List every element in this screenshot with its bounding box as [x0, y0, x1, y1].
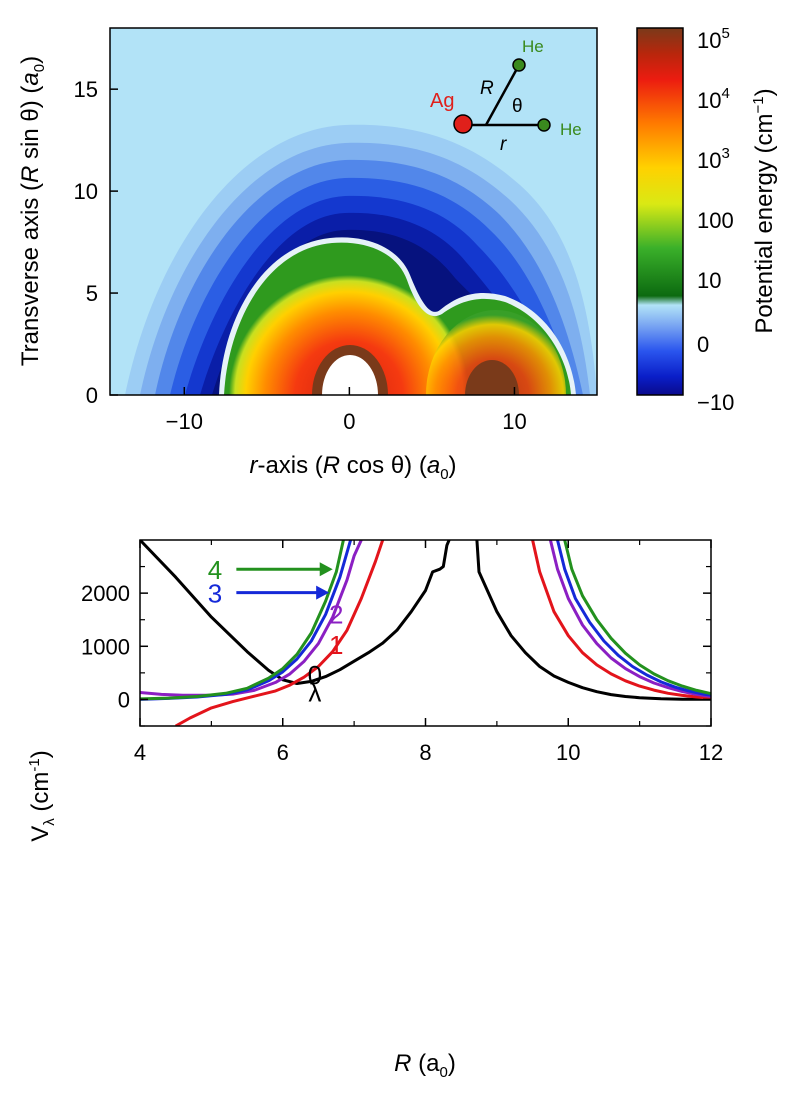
contour-y-tick-label: 5 [86, 281, 98, 306]
contour-map [110, 28, 597, 395]
vlambda-series-4-right-branch [563, 540, 711, 696]
he-label-1: He [522, 37, 544, 56]
lambda-symbol: λ [308, 677, 321, 707]
vlambda-y-tick-label: 0 [118, 687, 130, 712]
contour-y-tick-label: 0 [86, 383, 98, 408]
geometry-inset: Ag He He R r θ [430, 37, 582, 155]
colorbar-title: Potential energy (cm−1) [750, 88, 778, 333]
colorbar-label: 100 [697, 208, 734, 233]
contour-y-tick-label: 10 [74, 179, 98, 204]
vlambda-y-tick-label: 2000 [81, 581, 130, 606]
vlambda-frame [139, 539, 712, 727]
series-arrow-head-3 [316, 585, 330, 600]
vlambda-series-1-right-branch [531, 540, 711, 700]
vlambda-x-tick-label: 10 [556, 740, 580, 765]
repulsive-lobe [426, 310, 566, 395]
bond-R [484, 64, 521, 126]
vlambda-y-axis-title: Vλ (cm-1) [26, 750, 58, 842]
series-arrow-head-4 [319, 562, 333, 577]
ag-atom [453, 114, 473, 134]
vlambda-series-0-left-branch [140, 540, 451, 685]
vlambda-curves [140, 540, 711, 726]
ag-label: Ag [430, 90, 454, 112]
colorbar-label: 105 [697, 25, 730, 53]
he-atom-2 [537, 118, 551, 132]
colorbar-gradient [636, 27, 684, 396]
contour-frame [109, 27, 598, 396]
vlambda-x-tick-label: 12 [699, 740, 723, 765]
series-annotation-0: 0 [308, 660, 322, 690]
colorbar-label: 0 [697, 332, 709, 357]
colorbar-label: −10 [697, 390, 734, 415]
series-annotation-2: 2 [329, 599, 343, 629]
contour-x-tick-label: 0 [343, 409, 355, 434]
series-annotation-3: 3 [208, 579, 222, 609]
vlambda-series-1-left-branch [174, 540, 385, 726]
contour-x-axis-title: r-axis (R cos θ) (a0) [249, 452, 456, 483]
colorbar-label: 10 [697, 268, 721, 293]
vlambda-series-3-right-branch [556, 540, 711, 697]
colorbar-label: 103 [697, 145, 730, 173]
vlambda-x-tick-label: 4 [134, 740, 146, 765]
vlambda-series-2-right-branch [548, 540, 711, 698]
series-annotation-1: 1 [329, 630, 343, 660]
R-label: R [480, 78, 494, 99]
colorbar-label: 104 [697, 85, 730, 113]
vlambda-series-4-left-branch [140, 540, 345, 701]
vlambda-series-2-left-branch [140, 540, 363, 697]
lobe-maximum [465, 360, 519, 395]
contour-y-axis-title: Transverse axis (R sin θ) (a0) [17, 56, 48, 366]
vlambda-y-tick-label: 1000 [81, 634, 130, 659]
theta-label: θ [512, 96, 523, 117]
contour-axes: −10 0 10 0 5 10 15 [74, 77, 527, 434]
vlambda-x-tick-label: 6 [277, 740, 289, 765]
contour-x-tick-label: 10 [502, 409, 526, 434]
he-atom-1 [512, 58, 526, 72]
core-excluded-region [322, 355, 378, 395]
series-annotation-4: 4 [208, 555, 222, 585]
vlambda-x-axis-title: R (a0) [394, 1050, 456, 1081]
r-label: r [500, 134, 507, 155]
he-label-2: He [560, 120, 582, 139]
contour-x-tick-label: −10 [166, 409, 203, 434]
vlambda-x-tick-label: 8 [419, 740, 431, 765]
vlambda-series-0-right-branch [475, 540, 711, 701]
contour-y-tick-label: 15 [74, 77, 98, 102]
